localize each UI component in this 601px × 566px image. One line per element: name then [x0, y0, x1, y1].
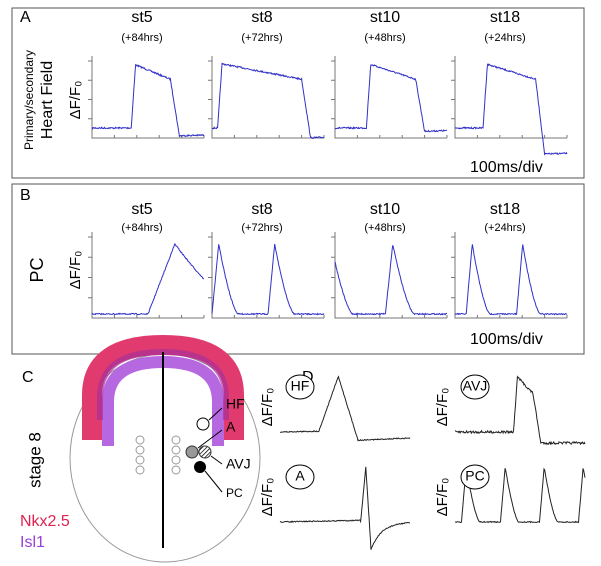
stage-name: st10 — [370, 9, 400, 26]
scale-label: 100ms/div — [470, 159, 543, 176]
side-label: Heart Field — [39, 61, 56, 139]
stage-name: st8 — [251, 201, 272, 218]
trace — [92, 242, 204, 316]
y-label: ΔF/F₀ — [67, 251, 84, 290]
hf-marker — [196, 417, 210, 431]
trace — [454, 467, 586, 524]
plot-axes — [208, 56, 325, 139]
stage-hours: (+24hrs) — [484, 32, 525, 44]
trace — [454, 63, 568, 156]
legend-nkx: Nkx2.5 — [20, 513, 70, 530]
stage-name: st5 — [131, 9, 152, 26]
trace-tag-label: A — [295, 468, 305, 484]
side-label: PC — [27, 257, 47, 282]
trace — [334, 64, 448, 133]
panel-a-frame — [11, 7, 585, 179]
marker-leaders — [197, 407, 223, 493]
trace — [334, 245, 448, 316]
y-label: ΔF/F₀ — [259, 478, 276, 517]
stage-hours: (+84hrs) — [121, 32, 162, 44]
trace-tag — [285, 374, 315, 400]
stage-name: st5 — [131, 201, 152, 218]
trace-tag-label: PC — [465, 468, 484, 484]
trace-tag — [460, 374, 490, 400]
stage-hours: (+72hrs) — [241, 32, 282, 44]
marker-label: A — [226, 419, 236, 435]
side-label: Primary/secondary — [22, 50, 36, 150]
trace-tag-label: HF — [291, 378, 310, 394]
trace — [91, 63, 205, 138]
panel-b-frame — [11, 183, 585, 355]
trace — [454, 375, 586, 446]
stage-hours: (+72hrs) — [241, 222, 282, 234]
stage-name: st10 — [370, 201, 400, 218]
trace — [454, 244, 568, 316]
y-label: ΔF/F₀ — [434, 478, 451, 517]
plot-axes — [331, 56, 448, 139]
legend-isl1: Isl1 — [20, 534, 45, 551]
stage-name: st18 — [490, 201, 520, 218]
nkx-crescent — [82, 334, 244, 440]
panel-label: B — [20, 187, 31, 204]
y-label: ΔF/F₀ — [259, 388, 276, 427]
plot-axes — [208, 232, 325, 319]
a-marker — [185, 445, 199, 459]
y-label: ΔF/F₀ — [434, 388, 451, 427]
y-label: ΔF/F₀ — [67, 81, 84, 120]
plot-axes — [331, 232, 448, 319]
plot-axes — [451, 56, 568, 139]
trace — [212, 62, 325, 140]
stage-hours: (+48hrs) — [364, 32, 405, 44]
plot-axes — [88, 232, 205, 319]
panel-label: C — [22, 369, 34, 386]
trace-tag — [285, 464, 315, 490]
plot-axes — [451, 232, 568, 319]
stage-hours: (+24hrs) — [484, 222, 525, 234]
marker-label: AVJ — [226, 456, 251, 472]
scale-label: 100ms/div — [470, 331, 543, 348]
trace-tag — [460, 464, 490, 490]
plot-axes — [88, 56, 205, 139]
somites — [135, 435, 181, 475]
trace-tag-label: AVJ — [463, 378, 488, 394]
trace — [279, 375, 411, 442]
stage-name: st18 — [490, 9, 520, 26]
marker-label: HF — [226, 396, 245, 412]
marker-label: PC — [226, 486, 243, 500]
panel-label: A — [20, 9, 31, 26]
stage-hours: (+48hrs) — [364, 222, 405, 234]
trace — [211, 243, 325, 316]
pc-marker — [194, 461, 206, 473]
avj-marker — [198, 445, 212, 459]
trace — [279, 466, 411, 550]
stage-label: stage 8 — [25, 432, 44, 488]
stage-name: st8 — [251, 9, 272, 26]
stage-hours: (+84hrs) — [121, 222, 162, 234]
